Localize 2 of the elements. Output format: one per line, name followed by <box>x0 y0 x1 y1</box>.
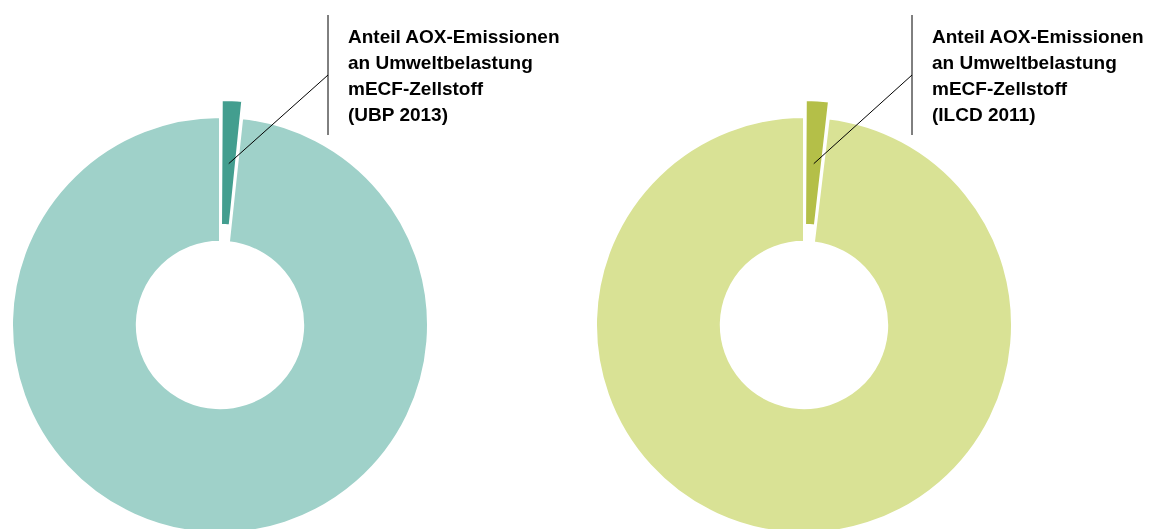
slice-label: Anteil AOX-Emissionen an Umweltbelastung mECF-Zellstoff (ILCD 2011) <box>932 26 1144 125</box>
slice-label: Anteil AOX-Emissionen an Umweltbelastung mECF-Zellstoff (UBP 2013) <box>348 26 560 125</box>
